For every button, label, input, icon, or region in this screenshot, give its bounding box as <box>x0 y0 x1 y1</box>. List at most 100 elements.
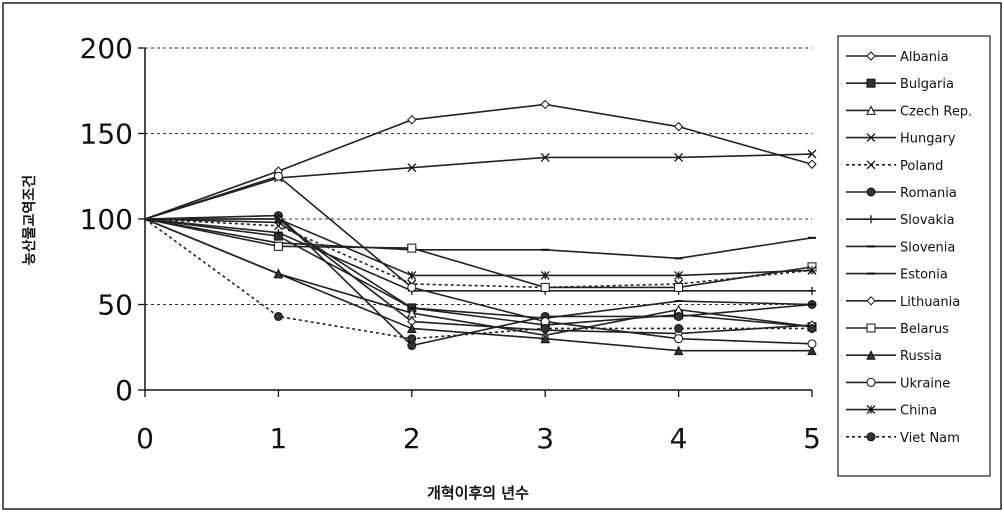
legend-label-slovakia: Slovakia <box>900 213 955 228</box>
series-ukraine <box>144 171 817 349</box>
legend-marker-china <box>866 405 876 415</box>
point-albania-2 <box>407 115 417 125</box>
legend-item-poland: Poland <box>846 159 943 174</box>
point-hungary-2 <box>407 163 417 173</box>
point-china-4 <box>674 270 684 280</box>
legend-marker-czech-rep <box>866 105 876 115</box>
point-albania-3 <box>540 99 550 110</box>
legend-label-bulgaria: Bulgaria <box>900 77 954 92</box>
point-ukraine-4 <box>674 334 684 344</box>
legend-item-albania: Albania <box>846 50 949 65</box>
point-viet-nam-2 <box>407 334 417 344</box>
point-belarus-3 <box>540 282 550 292</box>
series-viet-nam <box>144 218 817 344</box>
legend-item-ukraine: Ukraine <box>846 376 950 391</box>
x-tick-label-1: 1 <box>269 422 287 455</box>
point-russia-1 <box>273 268 284 279</box>
series-lines <box>144 99 817 356</box>
x-axis-label: 개혁이후의 년수 <box>427 484 529 502</box>
legend-label-china: China <box>900 404 937 419</box>
legend-label-romania: Romania <box>900 186 957 201</box>
legend-label-albania: Albania <box>900 50 949 65</box>
legend-item-estonia: Estonia <box>846 268 948 283</box>
legend-item-belarus: Belarus <box>846 322 949 337</box>
series-belarus <box>144 218 817 292</box>
point-ukraine-2 <box>407 282 417 292</box>
legend-label-belarus: Belarus <box>900 322 949 337</box>
y-axis-label: 농산물교역조건 <box>21 175 38 265</box>
legend-label-lithuania: Lithuania <box>900 295 960 310</box>
series-china <box>145 214 817 280</box>
series-line-china <box>145 218 813 277</box>
point-viet-nam-1 <box>273 311 283 321</box>
series-line-belarus <box>144 218 813 289</box>
point-china-1 <box>273 214 283 224</box>
series-line-albania <box>144 103 813 220</box>
legend-item-slovenia: Slovenia <box>846 240 955 255</box>
x-tick-label-3: 3 <box>536 422 554 455</box>
point-belarus-1 <box>273 241 283 251</box>
series-line-viet-nam <box>144 218 812 340</box>
point-viet-nam-4 <box>674 323 684 333</box>
series-line-hungary <box>144 153 813 220</box>
legend-label-poland: Poland <box>900 159 943 174</box>
y-tick-label-150: 150 <box>80 118 133 151</box>
point-slovakia-1 <box>274 228 283 237</box>
series-line-ukraine <box>144 175 813 345</box>
point-slovakia-5 <box>808 286 816 295</box>
legend-box <box>837 35 991 477</box>
legend-marker-slovakia <box>867 215 875 224</box>
point-china-5 <box>807 265 817 275</box>
legend-label-estonia: Estonia <box>900 268 948 283</box>
y-tick-label-50: 50 <box>97 289 133 322</box>
point-belarus-2 <box>407 243 417 253</box>
point-viet-nam-5 <box>807 323 817 333</box>
x-tick-label-5: 5 <box>803 422 821 455</box>
point-russia-5 <box>807 345 817 356</box>
point-china-2 <box>407 270 417 280</box>
point-hungary-5 <box>807 149 817 159</box>
point-belarus-4 <box>674 282 684 292</box>
legend-label-ukraine: Ukraine <box>900 376 950 391</box>
point-hungary-4 <box>674 152 684 162</box>
point-ukraine-5 <box>807 339 817 349</box>
legend-item-slovakia: Slovakia <box>846 213 955 228</box>
legend-marker-albania <box>866 51 876 61</box>
legend-item-romania: Romania <box>846 186 957 201</box>
legend-marker-romania <box>866 187 876 197</box>
legend-marker-russia <box>866 350 876 360</box>
point-china-3 <box>540 270 550 280</box>
legend-marker-belarus <box>866 323 876 333</box>
series-line-slovenia <box>144 218 813 260</box>
series-line-bulgaria <box>144 218 813 328</box>
legend-item-czech-rep: Czech Rep. <box>846 104 972 119</box>
point-romania-4 <box>674 311 684 321</box>
y-tick-label-100: 100 <box>80 203 133 236</box>
point-russia-4 <box>673 345 684 356</box>
legend-marker-poland <box>866 160 876 170</box>
legend-marker-lithuania <box>866 296 876 306</box>
point-russia-3 <box>540 333 551 344</box>
series-line-slovakia <box>144 218 812 292</box>
legend: Albania Bulgaria Czech Rep. Hungary Poland Ro… <box>837 35 991 477</box>
legend-label-czech-rep: Czech Rep. <box>900 104 972 119</box>
point-hungary-3 <box>540 152 550 162</box>
legend-item-lithuania: Lithuania <box>846 295 960 310</box>
legend-item-china: China <box>846 404 937 419</box>
y-tick-label-200: 200 <box>80 32 133 65</box>
legend-label-slovenia: Slovenia <box>900 240 955 255</box>
legend-item-hungary: Hungary <box>846 132 956 147</box>
legend-marker-bulgaria <box>866 78 876 88</box>
x-tick-labels: 0 1 2 3 4 5 <box>136 422 821 455</box>
legend-label-viet-nam: Viet Nam <box>900 431 960 446</box>
x-tick-label-0: 0 <box>136 422 154 455</box>
x-tick-label-2: 2 <box>403 422 421 455</box>
y-tick-label-0: 0 <box>115 374 133 407</box>
legend-item-russia: Russia <box>846 349 942 364</box>
legend-marker-hungary <box>866 133 876 143</box>
y-tick-labels: 0 50 100 150 200 <box>80 32 133 407</box>
point-albania-5 <box>807 159 817 169</box>
